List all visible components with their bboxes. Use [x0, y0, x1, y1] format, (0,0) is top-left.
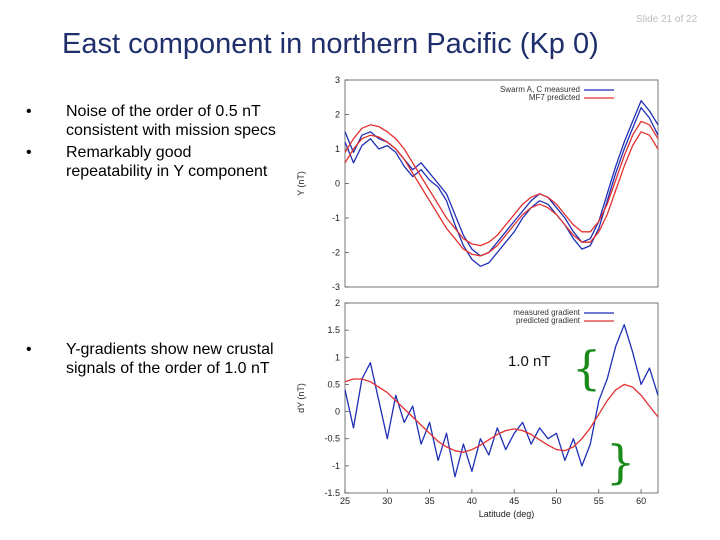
brace-close-icon: } — [606, 435, 635, 489]
bullet-text: Noise of the order of 0.5 nT consistent … — [66, 103, 276, 139]
series-line — [344, 106, 659, 267]
x-tick-label: 35 — [425, 496, 435, 506]
bullet-item: • Remarkably good repeatability in Y com… — [26, 143, 276, 181]
bullet-symbol: • — [26, 341, 32, 358]
x-tick-label: 30 — [382, 496, 392, 506]
series-line — [344, 120, 659, 247]
y-tick-label: 0.5 — [327, 379, 340, 389]
bullet-list-bottom: • Y-gradients show new crustal signals o… — [26, 340, 276, 381]
y-tick-label: -1 — [332, 213, 340, 223]
y-tick-label: 1 — [335, 352, 340, 362]
y-tick-label: -1.5 — [324, 488, 340, 498]
y-tick-label: -0.5 — [324, 434, 340, 444]
series-line — [344, 100, 659, 257]
plot-frame — [344, 302, 659, 494]
x-tick-label: 40 — [467, 496, 477, 506]
y-axis-label: dY (nT) — [296, 383, 306, 413]
y-tick-label: 3 — [335, 75, 340, 85]
annotation-label: 1.0 nT — [508, 353, 551, 370]
x-axis-label: Latitude (deg) — [479, 509, 535, 519]
y-tick-label: 0 — [335, 407, 340, 417]
y-tick-label: 2 — [335, 110, 340, 120]
bullet-item: • Y-gradients show new crustal signals o… — [26, 340, 276, 378]
brace-open-icon: { — [572, 341, 601, 395]
bullet-symbol: • — [26, 144, 32, 161]
slide-number: Slide 21 of 22 — [636, 14, 698, 25]
x-tick-label: 60 — [636, 496, 646, 506]
series-line — [344, 324, 659, 478]
y-tick-label: 1.5 — [327, 325, 340, 335]
y-tick-label: 2 — [335, 298, 340, 308]
y-tick-label: 0 — [335, 179, 340, 189]
y-tick-label: -1 — [332, 461, 340, 471]
y-tick-label: -3 — [332, 282, 340, 292]
bullet-symbol: • — [26, 103, 32, 120]
legend-label: Swarm A, C measured — [500, 85, 580, 94]
slide-title: East component in northern Pacific (Kp 0… — [62, 28, 599, 60]
chart-y-gradient: 2 1.5 1 0.5 0 -0.5 -1 -1.525 30 35 40 45 50 55 60 dY (n… — [296, 298, 659, 519]
bullet-text: Remarkably good repeatability in Y compo… — [66, 144, 268, 180]
y-axis-label: Y (nT) — [296, 171, 306, 196]
x-tick-label: 25 — [340, 496, 350, 506]
x-tick-label: 45 — [509, 496, 519, 506]
y-tick-label: 1 — [335, 144, 340, 154]
x-tick-label: 50 — [551, 496, 561, 506]
legend-label: predicted gradient — [516, 316, 581, 325]
legend-label: measured gradient — [513, 308, 580, 317]
legend-label: MF7 predicted — [529, 93, 580, 102]
bullet-item: • Noise of the order of 0.5 nT consisten… — [26, 102, 276, 140]
y-tick-label: -2 — [332, 248, 340, 258]
x-tick-label: 55 — [594, 496, 604, 506]
bullet-text: Y-gradients show new crustal signals of … — [66, 341, 274, 377]
series-line — [344, 378, 659, 453]
bullet-list-top: • Noise of the order of 0.5 nT consisten… — [26, 102, 276, 184]
series-line — [344, 131, 659, 257]
